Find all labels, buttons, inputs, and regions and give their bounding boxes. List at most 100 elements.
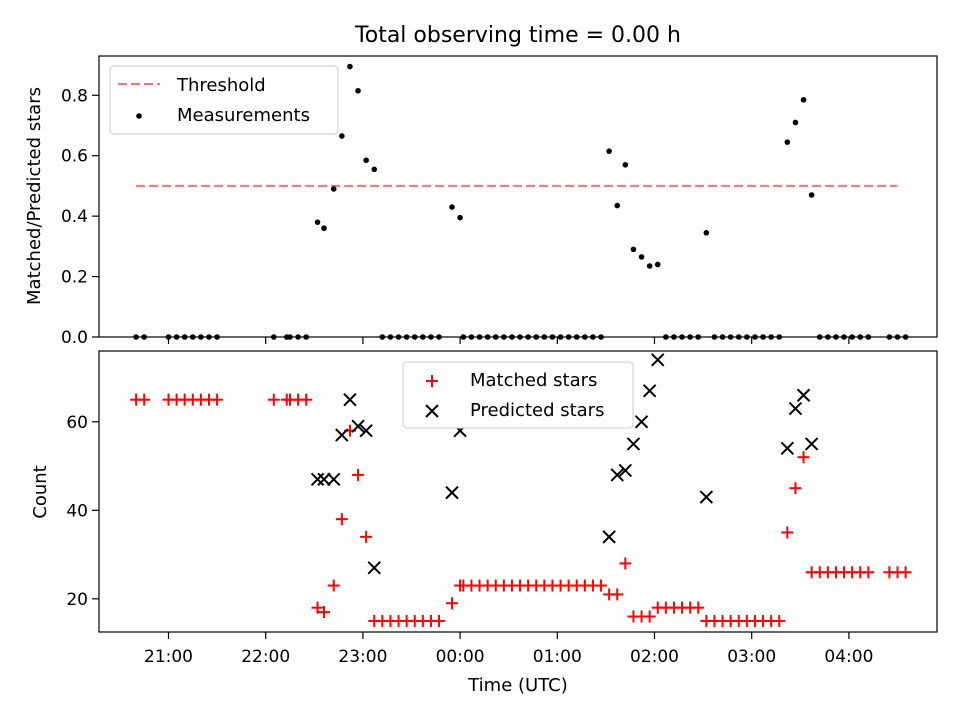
measurement-point — [347, 63, 353, 70]
measurement-point — [646, 263, 653, 269]
predicted-legend-label: Predicted stars — [470, 400, 604, 421]
matched-star-marker — [318, 606, 331, 619]
predicted-star-marker — [359, 423, 373, 438]
matched-star-marker — [789, 482, 802, 495]
predicted-star-marker — [335, 428, 349, 442]
predicted-star-marker — [804, 437, 819, 451]
matched-star-marker — [352, 468, 365, 481]
measurement-point — [622, 161, 629, 168]
predicted-star-marker — [610, 468, 624, 482]
measurement-point — [449, 204, 455, 210]
predicted-legend-swatch — [425, 404, 439, 418]
ratio-y-tick-label: 0.0 — [61, 328, 88, 348]
measurement-point — [371, 166, 378, 173]
predicted-star-marker — [634, 415, 649, 429]
matched-legend-swatch — [426, 375, 438, 387]
chart-title: Total observing time = 0.00 h — [354, 23, 681, 48]
count-y-tick-label: 40 — [66, 501, 88, 521]
predicted-star-marker — [796, 388, 811, 402]
predicted-star-marker — [317, 472, 331, 487]
count-legend-box — [402, 361, 634, 429]
count-x-tick-label: 02:00 — [630, 647, 679, 667]
measurement-point — [800, 97, 807, 103]
predicted-star-marker — [699, 490, 714, 504]
measurement-point — [457, 214, 463, 221]
measurement-point — [614, 202, 621, 209]
measurement-point — [792, 119, 799, 126]
count-x-tick-label: 04:00 — [824, 647, 873, 667]
count-legend: Matched stars Predicted stars — [402, 361, 634, 429]
count-panel-frame — [98, 350, 938, 633]
matched-star-marker — [335, 513, 348, 526]
measurement-point — [654, 261, 661, 268]
matched-star-marker — [311, 601, 324, 614]
measurement-point — [314, 219, 321, 225]
predicted-star-marker — [651, 353, 665, 367]
predicted-star-marker — [618, 463, 633, 478]
ratio-y-tick-label: 0.4 — [61, 207, 88, 227]
ratio-panel-frame — [98, 55, 938, 338]
ratio-x-ticks — [167, 337, 850, 344]
ratio-panel: 0.00.20.40.60.8 Matched/Predicted stars … — [24, 55, 938, 348]
predicted-star-marker — [445, 485, 459, 500]
ratio-y-tick-label: 0.6 — [61, 147, 88, 167]
matched-star-marker — [611, 588, 624, 601]
predicted-star-marker — [327, 472, 341, 487]
predicted-star-marker — [780, 441, 795, 456]
measurement-point — [606, 148, 612, 154]
predicted-star-marker — [310, 472, 325, 487]
ratio-y-axis-label: Matched/Predicted stars — [24, 87, 45, 305]
count-x-tick-label: 23:00 — [338, 647, 387, 667]
ratio-y-tick-label: 0.2 — [61, 268, 88, 288]
predicted-star-marker — [351, 419, 365, 433]
predicted-star-marker — [343, 392, 357, 407]
matched-star-marker — [619, 557, 632, 570]
predicted-star-marker — [642, 384, 657, 398]
matched-star-marker — [595, 579, 608, 592]
ratio-y-tick-label: 0.8 — [61, 86, 88, 106]
ratio-legend: Threshold Measurements — [109, 65, 339, 135]
x-axis-label: Time (UTC) — [467, 675, 568, 696]
count-points-layer — [130, 353, 912, 627]
predicted-star-marker — [788, 401, 803, 416]
measurement-point — [330, 186, 337, 192]
matched-star-marker — [797, 451, 810, 464]
count-y-tick-label: 60 — [66, 413, 88, 433]
predicted-star-marker — [602, 530, 616, 544]
count-x-axis: 21:00 22:00 23:00 00:00 01:00 02:00 03:00 04:00 — [144, 632, 873, 667]
count-y-tick-label: 20 — [66, 590, 88, 610]
matched-star-marker — [446, 597, 458, 610]
matched-star-marker — [327, 579, 340, 592]
count-y-axis-label: Count — [30, 465, 51, 518]
matched-star-marker — [692, 601, 705, 614]
matched-star-marker — [267, 393, 280, 406]
measurement-point — [638, 254, 645, 260]
count-x-tick-label: 00:00 — [436, 647, 485, 667]
matched-star-marker — [643, 610, 656, 623]
matched-star-marker — [138, 393, 151, 406]
measurement-point — [363, 157, 369, 164]
matched-legend-label: Matched stars — [470, 370, 597, 391]
measurements-legend-label: Measurements — [177, 105, 310, 126]
measurement-point — [630, 246, 637, 253]
count-x-tick-label: 01:00 — [533, 647, 582, 667]
matched-star-marker — [899, 566, 912, 579]
measurement-point — [808, 192, 815, 198]
matched-star-marker — [773, 614, 786, 627]
matched-star-marker — [300, 393, 313, 406]
matched-star-marker — [211, 393, 224, 406]
count-x-tick-label: 03:00 — [727, 647, 776, 667]
predicted-star-marker — [367, 561, 381, 575]
matched-star-marker — [862, 566, 875, 579]
count-x-tick-label: 22:00 — [241, 647, 290, 667]
measurement-point — [703, 229, 710, 236]
matched-star-marker — [360, 530, 373, 543]
predicted-star-marker — [626, 437, 641, 451]
count-y-axis: 20 40 60 — [66, 413, 99, 610]
measurement-point — [339, 133, 345, 139]
ratio-legend-box — [109, 65, 339, 135]
count-x-tick-label: 21:00 — [144, 647, 193, 667]
matched-star-marker — [781, 526, 794, 539]
ratio-y-axis: 0.0 0.2 0.4 0.6 0.8 — [61, 86, 99, 348]
